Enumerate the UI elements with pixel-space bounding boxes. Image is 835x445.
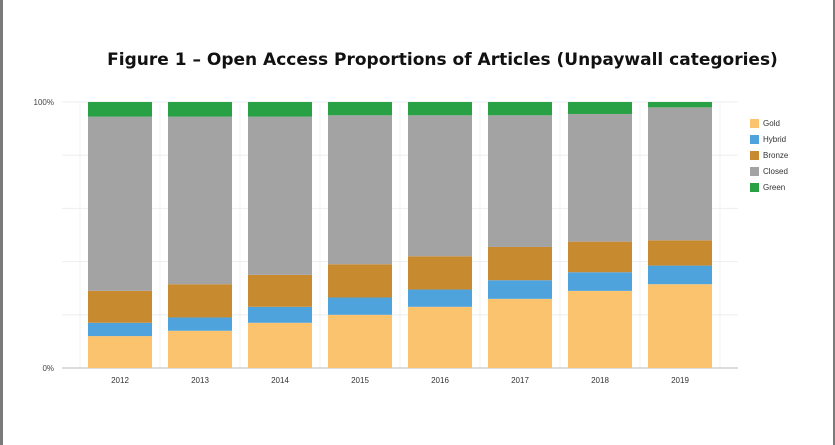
bar-segment-green-2018 bbox=[568, 102, 632, 114]
legend-swatch bbox=[750, 182, 759, 192]
bar-segment-hybrid-2019 bbox=[648, 265, 712, 285]
bar-segment-green-2017 bbox=[488, 102, 552, 116]
bar-segment-bronze-2012 bbox=[88, 290, 152, 323]
x-tick-label: 2014 bbox=[271, 376, 289, 385]
x-tick-label: 2019 bbox=[671, 376, 689, 385]
bar-segment-bronze-2013 bbox=[168, 284, 232, 318]
legend-item-gold: Gold bbox=[750, 115, 788, 131]
bar-segment-hybrid-2015 bbox=[328, 297, 392, 315]
legend-label: Bronze bbox=[763, 150, 789, 160]
bar-segment-gold-2013 bbox=[168, 330, 232, 368]
x-tick-label: 2016 bbox=[431, 376, 449, 385]
x-tick-label: 2018 bbox=[591, 376, 609, 385]
bar-segment-green-2015 bbox=[328, 102, 392, 116]
bar-segment-gold-2012 bbox=[88, 336, 152, 368]
x-tick-label: 2013 bbox=[191, 376, 209, 385]
legend-item-hybrid: Hybrid bbox=[750, 131, 788, 147]
legend-item-closed: Closed bbox=[750, 163, 788, 179]
legend-swatch bbox=[750, 166, 759, 176]
y-tick-label: 0% bbox=[42, 364, 54, 373]
bar-segment-closed-2018 bbox=[568, 113, 632, 242]
legend-swatch bbox=[750, 150, 759, 160]
bar-segment-closed-2014 bbox=[248, 116, 312, 275]
legend-label: Closed bbox=[763, 166, 788, 176]
bar-segment-closed-2016 bbox=[408, 115, 472, 257]
legend-label: Green bbox=[763, 182, 786, 192]
left-frame-border bbox=[0, 0, 3, 445]
x-tick-label: 2012 bbox=[111, 376, 129, 385]
bar-segment-bronze-2018 bbox=[568, 241, 632, 273]
x-tick-label: 2015 bbox=[351, 376, 369, 385]
bar-segment-green-2016 bbox=[408, 102, 472, 116]
bar-segment-green-2013 bbox=[168, 102, 232, 117]
legend-item-bronze: Bronze bbox=[750, 147, 788, 163]
bar-segment-hybrid-2014 bbox=[248, 306, 312, 323]
bar-segment-closed-2015 bbox=[328, 115, 392, 265]
bar-segment-hybrid-2013 bbox=[168, 317, 232, 331]
bar-segment-bronze-2014 bbox=[248, 274, 312, 307]
bar-segment-closed-2017 bbox=[488, 115, 552, 247]
right-frame-border bbox=[833, 0, 835, 445]
legend-label: Gold bbox=[763, 118, 780, 128]
bar-segment-gold-2015 bbox=[328, 314, 392, 368]
legend-swatch bbox=[750, 134, 759, 144]
legend-label: Hybrid bbox=[763, 134, 787, 144]
bar-segment-green-2014 bbox=[248, 102, 312, 117]
bar-segment-gold-2018 bbox=[568, 290, 632, 368]
bar-segment-closed-2012 bbox=[88, 116, 152, 291]
legend-item-green: Green bbox=[750, 179, 788, 195]
bar-segment-green-2019 bbox=[648, 102, 712, 108]
bar-segment-bronze-2017 bbox=[488, 246, 552, 281]
bar-segment-gold-2016 bbox=[408, 306, 472, 368]
bar-segment-gold-2019 bbox=[648, 284, 712, 368]
x-tick-label: 2017 bbox=[511, 376, 529, 385]
bar-segment-gold-2017 bbox=[488, 298, 552, 368]
legend-swatch bbox=[750, 118, 759, 128]
bar-segment-bronze-2019 bbox=[648, 240, 712, 266]
bar-segment-closed-2019 bbox=[648, 107, 712, 241]
bar-segment-hybrid-2016 bbox=[408, 289, 472, 307]
bar-segment-gold-2014 bbox=[248, 322, 312, 368]
chart-legend: Gold Hybrid Bronze Closed Green bbox=[750, 115, 788, 195]
chart-title: Figure 1 – Open Access Proportions of Ar… bbox=[107, 50, 778, 70]
bar-segment-hybrid-2012 bbox=[88, 322, 152, 337]
bar-segment-green-2012 bbox=[88, 102, 152, 117]
bar-segment-hybrid-2018 bbox=[568, 272, 632, 291]
bar-segment-bronze-2015 bbox=[328, 264, 392, 298]
bar-segment-closed-2013 bbox=[168, 116, 232, 285]
bar-segment-bronze-2016 bbox=[408, 256, 472, 290]
bar-segment-hybrid-2017 bbox=[488, 280, 552, 299]
y-tick-label: 100% bbox=[34, 98, 54, 107]
